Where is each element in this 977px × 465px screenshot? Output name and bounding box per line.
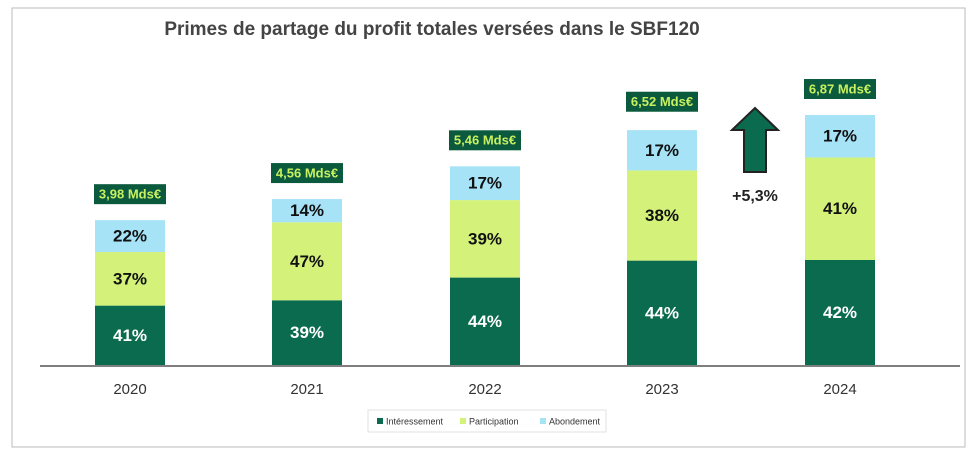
bar-segment bbox=[272, 222, 342, 301]
x-tick-label: 2021 bbox=[290, 381, 323, 398]
bar-segment bbox=[627, 170, 697, 261]
bar-segment bbox=[450, 166, 520, 201]
data-label: 39% bbox=[468, 229, 502, 248]
data-label: 41% bbox=[113, 326, 147, 345]
legend-box bbox=[367, 409, 607, 433]
bar-segment bbox=[805, 115, 875, 158]
arrow bbox=[729, 106, 781, 173]
bar-segment bbox=[272, 199, 342, 223]
data-label: 39% bbox=[290, 323, 324, 342]
total-label-box bbox=[804, 79, 876, 99]
total-label: 4,56 Mds€ bbox=[276, 165, 338, 180]
total-label-box bbox=[449, 130, 521, 151]
bar-segment bbox=[627, 260, 697, 365]
legend-swatch bbox=[377, 418, 383, 424]
total-label: 6,52 Mds€ bbox=[631, 94, 693, 109]
bar-segment bbox=[805, 157, 875, 260]
total-label-box bbox=[626, 91, 698, 112]
bar-segment bbox=[95, 220, 165, 253]
legend-label: Abondement bbox=[549, 416, 601, 426]
data-label: 37% bbox=[113, 269, 147, 288]
legend-label: Intéressement bbox=[386, 416, 444, 426]
x-tick-label: 2024 bbox=[823, 381, 856, 398]
bar-segment bbox=[95, 305, 165, 365]
total-label-box bbox=[271, 163, 343, 184]
total-label: 6,87 Mds€ bbox=[809, 81, 871, 96]
data-label: 22% bbox=[113, 227, 147, 246]
bar-segment bbox=[627, 130, 697, 171]
total-label-box bbox=[94, 184, 166, 205]
data-label: 17% bbox=[645, 141, 679, 160]
total-label: 3,98 Mds€ bbox=[99, 187, 161, 202]
x-tick-label: 2023 bbox=[645, 381, 678, 398]
bar-segment bbox=[450, 277, 520, 365]
data-label: 41% bbox=[823, 199, 857, 218]
bar-segment bbox=[805, 260, 875, 365]
data-label: 14% bbox=[290, 201, 324, 220]
data-label: 42% bbox=[823, 303, 857, 322]
bar-segment bbox=[272, 300, 342, 365]
data-label: 38% bbox=[645, 206, 679, 225]
total-label: 5,46 Mds€ bbox=[454, 133, 516, 148]
bar-segment bbox=[450, 200, 520, 278]
x-tick-label: 2020 bbox=[113, 381, 146, 398]
x-tick-label: 2022 bbox=[468, 381, 501, 398]
legend-swatch bbox=[460, 418, 466, 424]
bar-segment bbox=[95, 252, 165, 306]
legend-swatch bbox=[540, 418, 546, 424]
data-label: 47% bbox=[290, 252, 324, 271]
data-label: 17% bbox=[468, 174, 502, 193]
data-label: 44% bbox=[468, 312, 502, 331]
data-label: 17% bbox=[823, 127, 857, 146]
annotation: +5,3% bbox=[732, 188, 778, 205]
data-label: 44% bbox=[645, 303, 679, 322]
legend-label: Participation bbox=[469, 416, 519, 426]
chart-title: Primes de partage du profit totales vers… bbox=[164, 19, 699, 40]
